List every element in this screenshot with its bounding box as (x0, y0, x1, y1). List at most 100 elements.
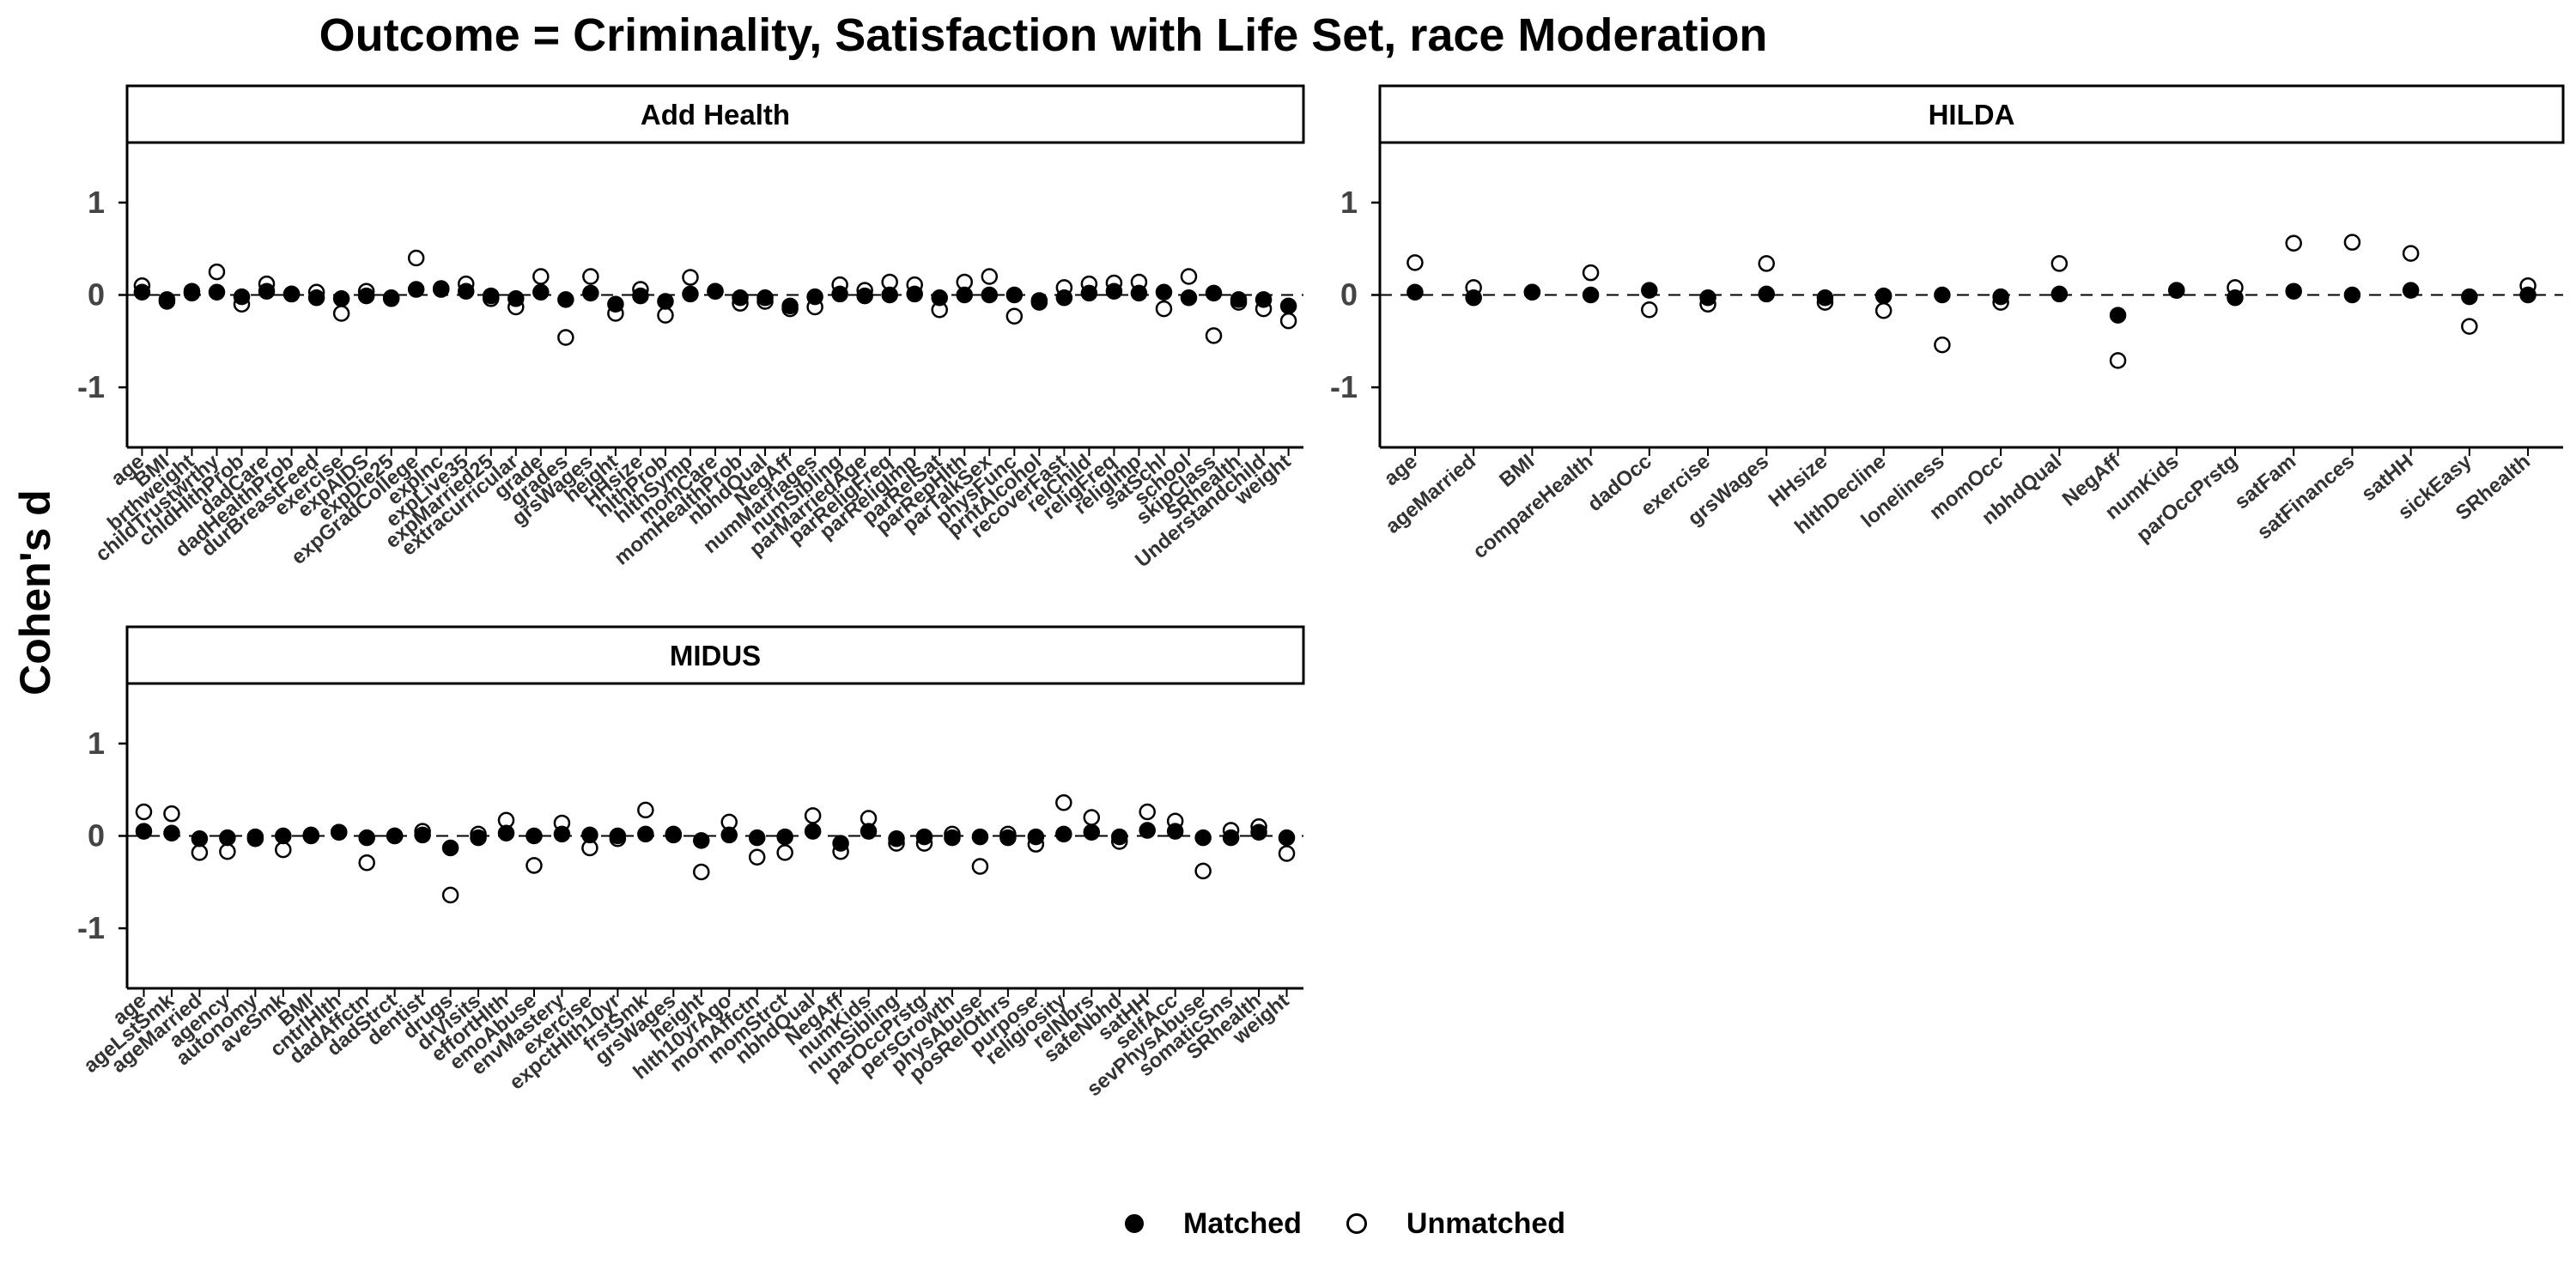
unmatched-point-hilda (1406, 254, 1424, 271)
unmatched-point-add-health (1005, 307, 1024, 325)
matched-point-midus (971, 828, 989, 846)
y-tick-label-midus: -1 (77, 910, 105, 945)
matched-point-add-health (707, 283, 724, 300)
matched-point-midus (275, 827, 292, 845)
unmatched-point-midus (748, 848, 766, 866)
matched-point-add-health (981, 286, 999, 304)
unmatched-point-add-health (1155, 300, 1173, 318)
matched-point-midus (1278, 829, 1296, 847)
matched-point-add-health (657, 293, 674, 310)
matched-point-add-health (1005, 286, 1024, 304)
matched-point-add-health (1080, 284, 1098, 302)
matched-point-add-health (1130, 284, 1148, 302)
y-tick-label-add-health: -1 (77, 369, 105, 404)
unmatched-point-hilda (2343, 234, 2361, 251)
matched-point-hilda (2402, 282, 2420, 299)
matched-point-add-health (432, 281, 450, 298)
matched-point-add-health (1155, 283, 1173, 301)
matched-point-hilda (2285, 283, 2302, 300)
matched-point-add-health (133, 283, 151, 301)
matched-point-midus (888, 829, 905, 848)
matched-point-midus (1222, 829, 1240, 847)
panel-strip-add-health (125, 84, 1305, 144)
matched-point-add-health (332, 290, 350, 307)
panel-title-midus: MIDUS (670, 640, 761, 671)
matched-point-midus (720, 826, 738, 844)
matched-point-add-health (931, 289, 948, 307)
matched-point-hilda (2461, 288, 2478, 306)
unmatched-point-midus (163, 805, 180, 823)
matched-point-add-health (756, 289, 774, 307)
x-tick-label-hilda: parOccPrstg (2132, 450, 2242, 547)
matched-point-hilda (2050, 285, 2069, 303)
y-tick-label-midus: 0 (88, 818, 105, 854)
matched-point-midus (414, 826, 431, 844)
x-tick-label-hilda: BMI (1495, 450, 1539, 492)
unmatched-point-midus (776, 844, 793, 861)
y-tick-label-hilda: 0 (1340, 277, 1358, 313)
matched-point-hilda (1816, 289, 1834, 307)
matched-point-add-health (806, 288, 823, 306)
matched-point-hilda (1758, 285, 1775, 303)
matched-point-add-health (532, 283, 550, 301)
matched-point-midus (665, 826, 683, 844)
matched-point-hilda (1992, 288, 2009, 306)
matched-point-midus (609, 827, 627, 845)
unmatched-point-add-health (208, 263, 226, 281)
matched-point-midus (693, 832, 710, 849)
matched-point-add-health (607, 295, 624, 313)
matched-point-midus (386, 827, 404, 845)
matched-point-midus (915, 828, 933, 846)
matched-point-hilda (2168, 282, 2185, 299)
matched-point-midus (1194, 829, 1212, 847)
legend-item-unmatched: Unmatched (1346, 1207, 1565, 1241)
y-tick-label-add-health: 1 (88, 185, 105, 220)
matched-point-midus (135, 823, 153, 840)
matched-point-hilda (2519, 286, 2537, 304)
matched-point-add-health (507, 290, 525, 307)
matched-point-add-health (183, 284, 201, 302)
legend-label-matched: Matched (1183, 1206, 1302, 1240)
unmatched-point-add-health (582, 268, 599, 285)
matched-point-add-health (682, 285, 699, 303)
matched-point-add-health (1030, 294, 1048, 311)
unmatched-point-hilda (1758, 255, 1775, 272)
matched-point-midus (1139, 822, 1156, 839)
legend-label-unmatched: Unmatched (1406, 1206, 1566, 1240)
matched-point-midus (1250, 823, 1267, 841)
matched-point-midus (219, 829, 236, 847)
unmatched-point-hilda (2461, 318, 2478, 335)
matched-point-add-health (233, 288, 251, 306)
unmatched-point-add-health (682, 269, 699, 286)
matched-point-add-health (1279, 297, 1297, 315)
matched-point-midus (330, 823, 348, 841)
matched-point-add-health (158, 291, 176, 308)
matched-point-hilda (2109, 307, 2127, 324)
matched-point-hilda (1523, 283, 1541, 301)
matched-point-hilda (1465, 289, 1482, 307)
matched-marker-icon (1125, 1214, 1144, 1233)
matched-point-add-health (382, 289, 400, 307)
matched-point-midus (776, 828, 793, 846)
unmatched-marker-icon (1346, 1213, 1367, 1234)
unmatched-point-midus (135, 803, 153, 821)
matched-point-midus (944, 829, 961, 847)
matched-point-midus (581, 826, 598, 844)
matched-point-midus (191, 829, 209, 848)
matched-point-add-health (557, 291, 574, 308)
unmatched-point-midus (693, 863, 710, 881)
matched-point-add-health (632, 287, 649, 305)
panel-title-add-health: Add Health (641, 99, 790, 131)
y-tick-label-add-health: 0 (88, 277, 105, 313)
x-tick-label-hilda: age (1380, 450, 1422, 490)
unmatched-point-midus (1055, 794, 1072, 811)
matched-point-add-health (357, 287, 375, 305)
matched-point-midus (497, 824, 515, 842)
matched-point-midus (358, 829, 375, 847)
matched-point-hilda (2227, 289, 2244, 307)
matched-point-hilda (1582, 286, 1600, 304)
matched-point-midus (246, 828, 264, 846)
panel-strip-hilda (1378, 84, 2565, 144)
unmatched-point-midus (1083, 809, 1101, 826)
unmatched-point-midus (191, 844, 209, 861)
